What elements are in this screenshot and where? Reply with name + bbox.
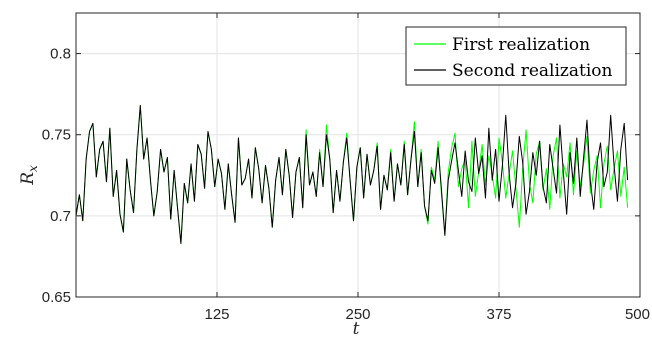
tick-labels: 125 250 375 500 0.65 0.7 0.75 0.8: [42, 46, 650, 323]
legend-label-second: Second realization: [452, 61, 612, 81]
y-tick-label: 0.75: [42, 127, 71, 144]
y-tick-label: 0.65: [42, 289, 71, 306]
series-line-second-realization: [75, 105, 629, 244]
y-axis-label-main: R: [18, 172, 38, 186]
y-axis-label: Rx: [18, 165, 40, 186]
series-layer: [75, 105, 629, 244]
x-axis-label: t: [353, 319, 360, 339]
legend-label-first: First realization: [452, 35, 590, 55]
y-tick-label: 0.8: [50, 46, 71, 63]
x-tick-label: 375: [486, 306, 511, 323]
y-tick-label: 0.7: [50, 208, 71, 225]
ticks: [76, 13, 641, 298]
x-tick-label: 125: [204, 306, 229, 323]
x-tick-label: 500: [625, 306, 650, 323]
x-tick-label: 250: [345, 306, 370, 323]
legend-box: [405, 26, 627, 86]
y-axis-label-sub: x: [26, 165, 40, 172]
legend: First realization Second realization: [405, 26, 627, 86]
